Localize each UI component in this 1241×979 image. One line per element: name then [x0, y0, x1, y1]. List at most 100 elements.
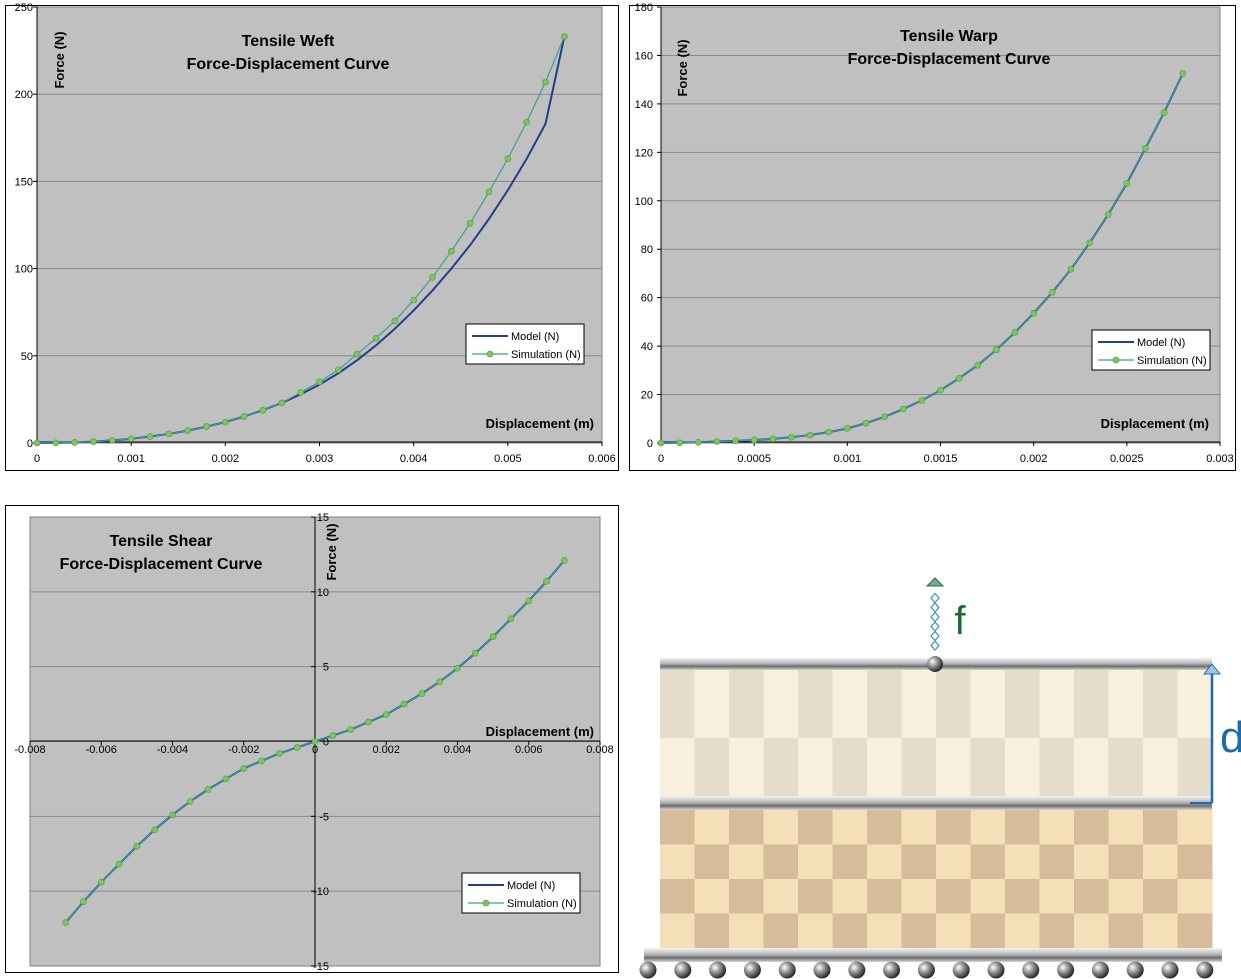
dark-fabric-cell	[970, 879, 1006, 914]
simulation-point	[1142, 144, 1149, 152]
support-ball	[1057, 961, 1075, 979]
x-tick-label: 0.008	[586, 744, 614, 756]
dark-fabric-cell	[729, 879, 764, 914]
simulation-point	[881, 413, 888, 421]
simulation-point	[146, 433, 154, 440]
dark-fabric-cell	[1074, 810, 1109, 845]
dark-fabric-cell	[936, 913, 971, 948]
dark-fabric-cell	[1039, 879, 1075, 914]
simulation-point	[732, 437, 739, 445]
y-tick-label: -10	[313, 886, 329, 898]
light-fabric-cell	[832, 738, 868, 806]
y-tick-label: 0	[27, 438, 33, 450]
shear-chart: -0.008 -0.006 -0.004 -0.002 0 0.002 0.004 0.006…	[14, 512, 614, 973]
x-tick-label: 0.005	[494, 453, 522, 465]
dark-fabric-cell	[832, 810, 868, 845]
simulation-point	[203, 423, 210, 430]
y-tick-label: 150	[15, 176, 33, 188]
light-fabric-cell	[867, 738, 902, 806]
legend: Model (N) Simulation (N)	[1091, 329, 1211, 371]
dark-fabric-cell	[901, 879, 937, 914]
y-tick-label: -5	[319, 811, 329, 823]
dark-fabric-cell	[1177, 844, 1213, 879]
simulation-point	[769, 435, 777, 443]
dark-fabric-cell	[1143, 810, 1178, 845]
dark-fabric-cell	[1108, 810, 1144, 845]
simulation-point	[1048, 289, 1056, 296]
dark-fabric-cell	[1108, 913, 1144, 948]
light-fabric-cell	[936, 670, 971, 738]
force-arrow-head	[925, 577, 945, 587]
simulation-point	[436, 678, 443, 685]
x-tick-label: 0	[34, 453, 40, 465]
y-tick-label: 0	[323, 737, 329, 749]
simulation-point	[806, 431, 814, 439]
legend-box	[465, 323, 585, 365]
support-ball	[917, 961, 935, 979]
dark-fabric-cell	[1143, 844, 1178, 879]
plot-area	[661, 7, 1220, 443]
y-tick-label: 5	[323, 662, 329, 674]
dark-fabric-cell	[970, 810, 1006, 845]
dark-fabric-cell	[901, 810, 937, 845]
dark-fabric-cell	[660, 913, 695, 948]
simulation-point	[676, 439, 683, 447]
legend-sim-label: Simulation (N)	[511, 349, 581, 361]
displacement-label: d	[1220, 713, 1241, 762]
dark-fabric-cell	[936, 810, 971, 845]
y-tick-label: 200	[15, 89, 33, 101]
light-fabric-cell	[1039, 738, 1075, 806]
light-fabric-cell	[1108, 738, 1144, 806]
light-fabric-cell	[660, 670, 695, 738]
simulation-point	[115, 860, 123, 868]
support-ball	[813, 961, 831, 979]
simulation-point	[1086, 239, 1093, 247]
x-tick-label: 0.006	[588, 453, 616, 465]
dark-fabric-cell	[798, 913, 833, 948]
simulation-point	[184, 427, 191, 434]
dark-fabric-cell	[1143, 879, 1178, 914]
simulation-point	[561, 33, 568, 40]
light-fabric-cell	[1005, 670, 1040, 738]
legend-model-label: Model (N)	[507, 880, 555, 892]
y-tick-label: 60	[641, 293, 653, 305]
simulation-point	[1067, 266, 1075, 273]
y-tick-label: 10	[317, 587, 329, 599]
simulation-point	[133, 842, 141, 850]
simulation-point	[525, 597, 533, 605]
simulation-point	[418, 690, 426, 697]
simulation-point	[1179, 70, 1187, 77]
y-axis-label: Force (N)	[675, 39, 690, 96]
dark-fabric-cell	[694, 879, 730, 914]
support-ball	[883, 961, 901, 979]
simulation-point	[1123, 180, 1131, 187]
dark-fabric-cell	[901, 913, 937, 948]
legend-box	[461, 872, 581, 914]
chart-title-line1: Tensile Shear	[110, 533, 213, 550]
light-fabric-cell	[867, 670, 902, 738]
dark-fabric-cell	[1177, 810, 1213, 845]
y-tick-label: 80	[641, 244, 653, 256]
dark-fabric-cell	[763, 810, 799, 845]
support-ball	[1196, 961, 1214, 979]
simulation-point	[429, 274, 436, 281]
light-fabric-cell	[1074, 738, 1109, 806]
simulation-point	[918, 397, 926, 404]
light-fabric-cell	[763, 738, 799, 806]
dark-fabric-cell	[1005, 879, 1040, 914]
simulation-point	[542, 78, 549, 86]
y-tick-label: 100	[15, 264, 33, 276]
support-ball	[639, 961, 657, 979]
warp-chart: 0 0.0005 0.001 0.0015 0.002 0.0025 0.003 0 20 40 6…	[635, 2, 1234, 465]
displacement-arrow-head	[1202, 663, 1222, 675]
support-ball	[1161, 961, 1179, 979]
simulation-point	[382, 711, 390, 718]
bottom-rod	[644, 948, 1222, 962]
dark-fabric-cell	[867, 879, 902, 914]
dark-fabric-cell	[901, 844, 937, 879]
y-tick-label: 120	[635, 147, 653, 159]
simulation-point	[507, 615, 515, 623]
x-tick-label: -0.004	[157, 744, 188, 756]
simulation-point	[472, 649, 479, 657]
simulation-point	[372, 335, 380, 342]
